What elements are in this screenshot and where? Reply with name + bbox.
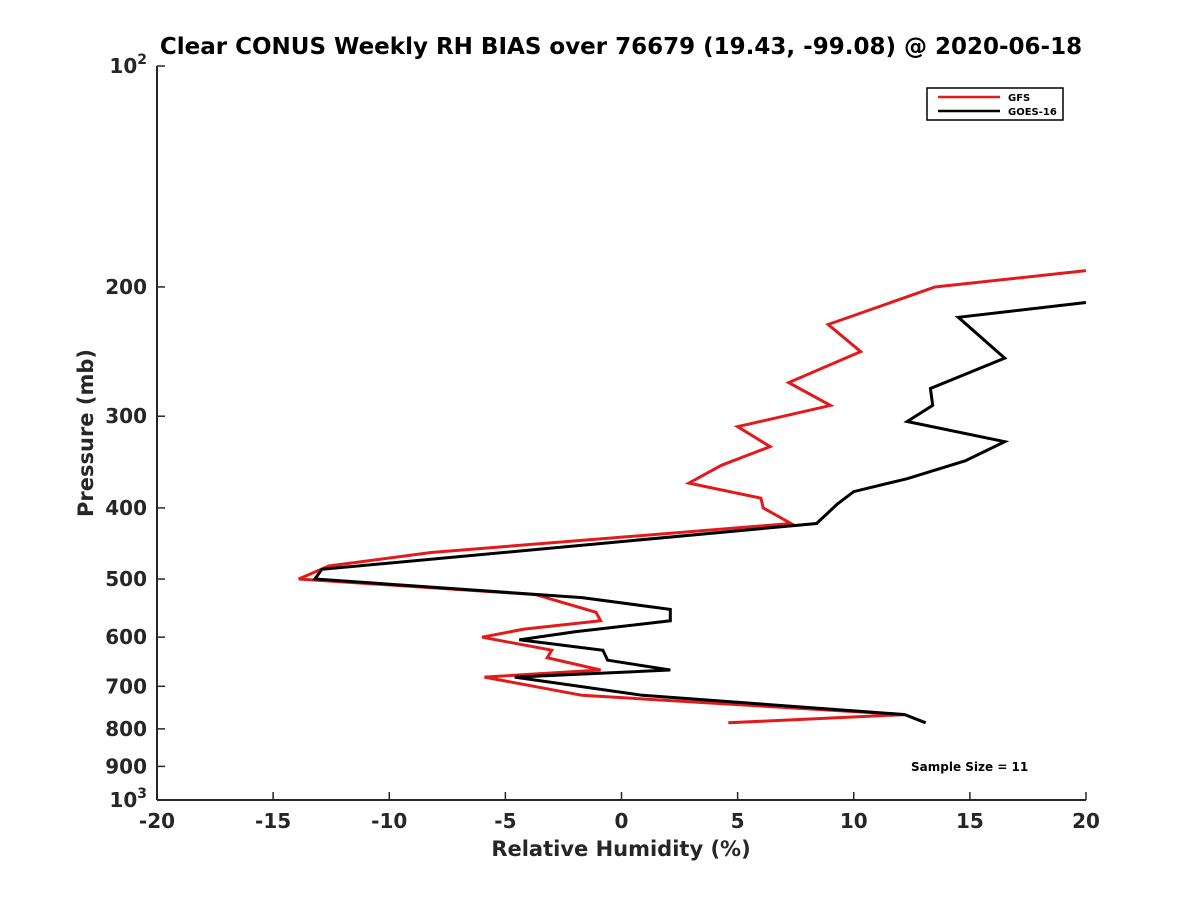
sample-size-note: Sample Size = 11 <box>911 760 1028 774</box>
x-tick-label: -10 <box>371 809 407 833</box>
x-tick-label: 10 <box>840 809 868 833</box>
plot-area: -20 -15 -10 -5 0 5 10 15 20 102 200 300 400 500 600 70… <box>105 52 1100 833</box>
y-tick-label: 200 <box>105 275 147 299</box>
y-tick-label: 600 <box>105 625 147 649</box>
x-tick-label: 5 <box>731 809 745 833</box>
x-tick-label: 15 <box>956 809 984 833</box>
y-tick-label: 900 <box>105 754 147 778</box>
y-tick-label: 400 <box>105 496 147 520</box>
legend-entry-gfs: GFS <box>1008 93 1030 104</box>
y-tick-label: 500 <box>105 567 147 591</box>
series-line-goes-16 <box>312 301 1087 725</box>
series-line-gfs <box>298 269 1087 725</box>
x-tick-label: -20 <box>139 809 175 833</box>
x-tick-label: -15 <box>255 809 291 833</box>
series-lines <box>298 269 1087 725</box>
y-tick-label: 300 <box>105 404 147 428</box>
x-axis-label: Relative Humidity (%) <box>491 837 750 861</box>
x-tick-label: -5 <box>494 809 516 833</box>
y-axis-label: Pressure (mb) <box>74 349 98 517</box>
y-axis-ticks: 102 200 300 400 500 600 700 800 900 103 <box>105 52 165 812</box>
x-tick-label: 0 <box>615 809 629 833</box>
y-tick-label: 800 <box>105 717 147 741</box>
chart-title: Clear CONUS Weekly RH BIAS over 76679 (1… <box>160 34 1082 60</box>
legend: GFS GOES-16 <box>926 87 1064 121</box>
y-tick-label: 700 <box>105 674 147 698</box>
x-axis-ticks: -20 -15 -10 -5 0 5 10 15 20 <box>139 792 1100 833</box>
legend-box <box>926 87 1064 121</box>
legend-entry-goes-16: GOES-16 <box>1008 107 1057 118</box>
y-tick-label: 102 <box>109 52 147 78</box>
y-tick-label: 103 <box>109 786 147 812</box>
x-tick-label: 20 <box>1072 809 1100 833</box>
